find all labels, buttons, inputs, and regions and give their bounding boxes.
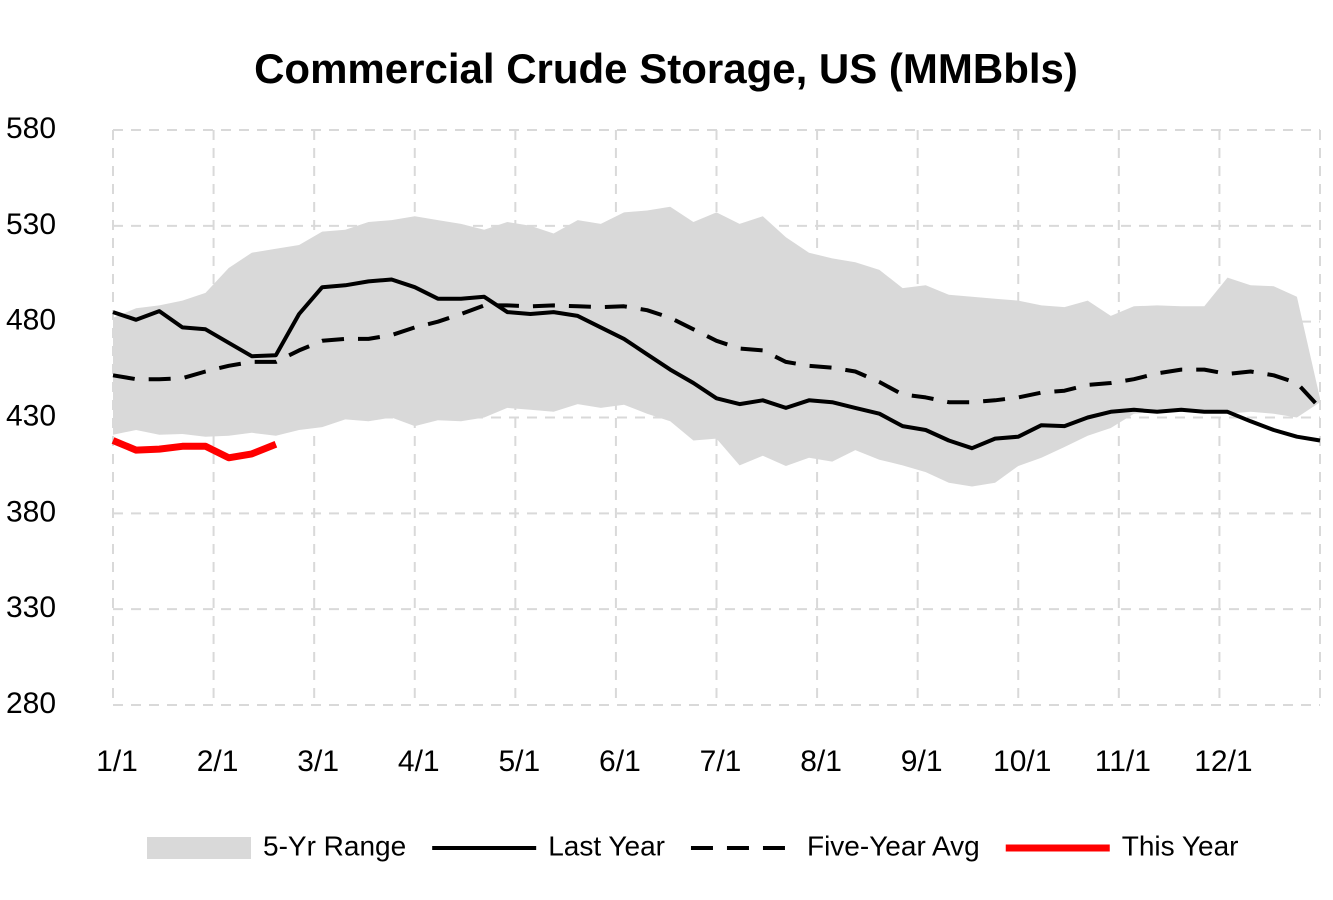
y-tick-label: 330	[6, 591, 56, 624]
legend-label: Five-Year Avg	[807, 830, 980, 861]
y-tick-label: 480	[6, 304, 56, 337]
x-tick-label: 3/1	[297, 745, 339, 778]
x-tick-label: 8/1	[800, 745, 842, 778]
x-tick-label: 4/1	[398, 745, 440, 778]
y-tick-label: 380	[6, 495, 56, 528]
x-tick-label: 12/1	[1194, 745, 1252, 778]
legend: 5-Yr Range Last Year Five-Year Avg This Yea…	[147, 830, 1239, 861]
series-line	[111, 437, 278, 462]
x-tick-label: 7/1	[700, 745, 742, 778]
x-tick-label: 11/1	[1095, 745, 1151, 778]
x-tick-label: 10/1	[993, 745, 1051, 778]
legend-label: This Year	[1122, 830, 1239, 861]
legend-key	[147, 837, 251, 859]
legend-label: Last Year	[548, 830, 665, 861]
legend-label: 5-Yr Range	[263, 830, 406, 861]
x-tick-label: 2/1	[197, 745, 239, 778]
x-tick-label: 9/1	[901, 745, 943, 778]
y-tick-label: 280	[6, 687, 56, 720]
series-line	[112, 303, 1322, 410]
y-tick-label: 430	[6, 399, 56, 432]
x-tick-label: 5/1	[498, 745, 540, 778]
y-tick-label: 530	[6, 208, 56, 241]
plot-area: 280 330 380 430 480 530 580 1/1 2/1 3/1 4/1 5/1 6/1 7…	[6, 112, 1322, 778]
range-area	[113, 206, 1320, 487]
series-line	[112, 277, 1321, 451]
chart-title: Commercial Crude Storage, US (MMBbls)	[254, 45, 1078, 92]
x-tick-label: 1/1	[96, 745, 138, 778]
x-tick-label: 6/1	[599, 745, 641, 778]
y-tick-label: 580	[6, 112, 56, 145]
